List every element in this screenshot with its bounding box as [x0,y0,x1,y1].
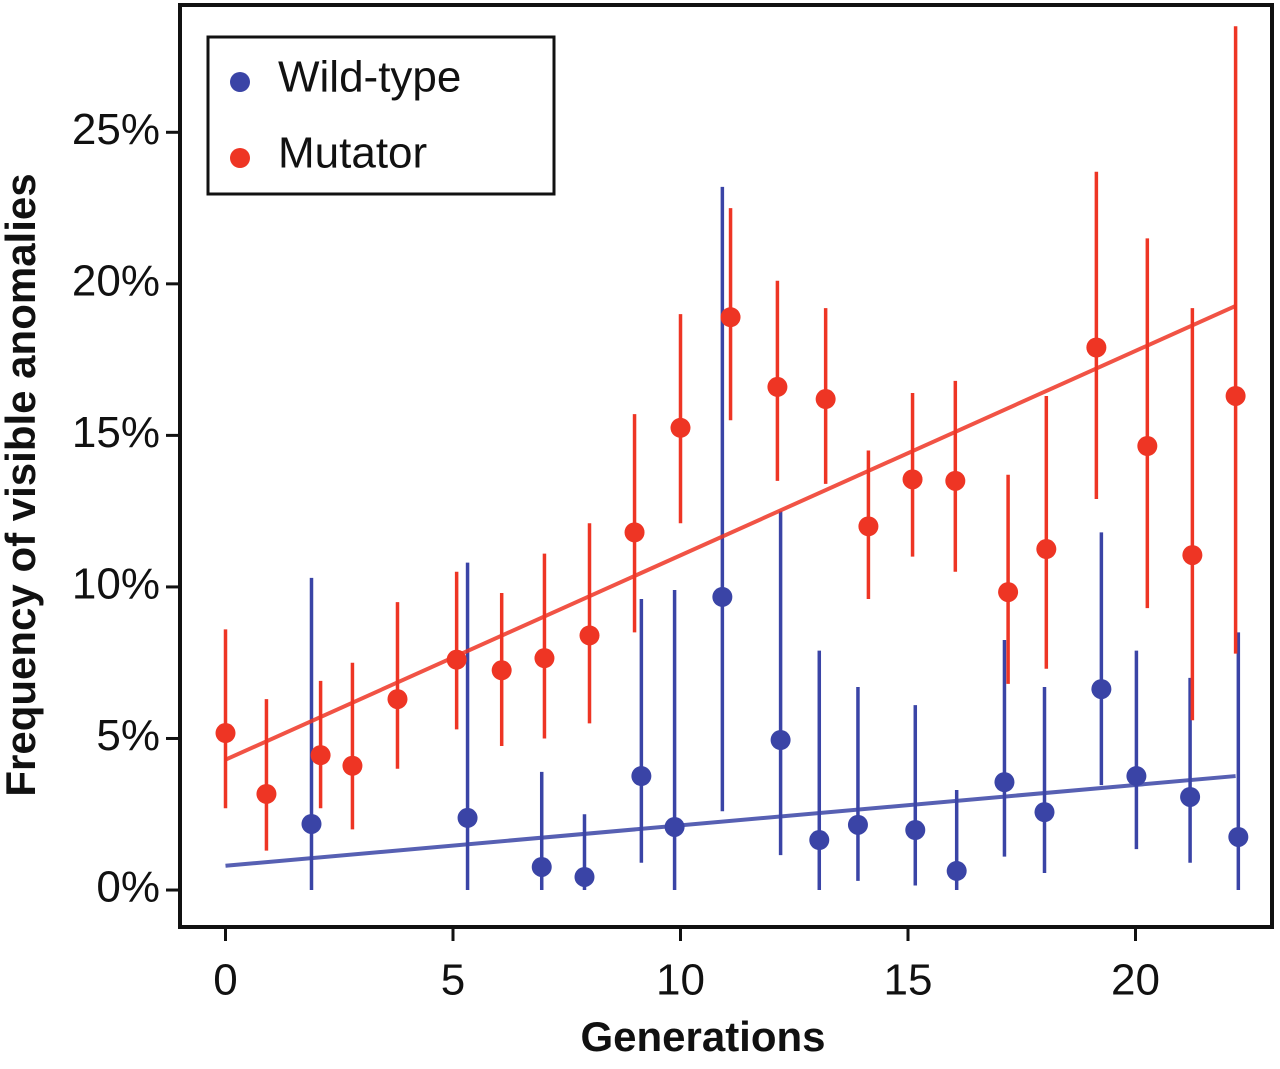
point [491,660,512,681]
trend-line [225,774,1236,868]
y-tick-label: 15% [72,408,160,457]
y-tick-label: 0% [96,863,160,912]
point [664,816,685,837]
point [256,783,277,804]
y-tick-label: 5% [96,711,160,760]
point [994,772,1015,793]
legend-box [206,35,556,196]
point [1034,802,1055,823]
point [534,648,555,669]
y-axis-title: Frequency of visible anomalies [0,173,44,796]
point [301,813,322,834]
point [342,755,363,776]
point [998,582,1019,603]
legend-label: Mutator [278,129,427,178]
x-tick-label: 0 [213,956,237,1005]
y-tick-label: 25% [72,105,160,154]
x-tick-label: 15 [884,956,933,1005]
point [1228,826,1249,847]
point [310,745,331,766]
x-tick-label: 5 [441,956,465,1005]
trend-line [224,304,1237,762]
point [1225,385,1246,406]
point [1036,539,1057,560]
point [624,522,645,543]
point [1091,679,1112,700]
point [720,307,741,328]
point [670,417,691,438]
point [809,830,830,851]
point [631,766,652,787]
point [905,820,926,841]
legend-marker [230,148,250,168]
point [1182,545,1203,566]
point [446,649,467,670]
point [767,376,788,397]
point [815,389,836,410]
point [1180,786,1201,807]
point [457,807,478,828]
point [770,729,791,750]
plot-frame [178,3,1274,929]
point [1086,337,1107,358]
x-axis-title: Generations [580,1013,825,1060]
legend-marker [230,72,250,92]
point [858,516,879,537]
x-tick-label: 10 [656,956,705,1005]
point [579,625,600,646]
point [574,866,595,887]
legend-label: Wild-type [278,53,461,102]
point [945,470,966,491]
y-tick-label: 10% [72,560,160,609]
y-tick-label: 20% [72,256,160,305]
point [847,814,868,835]
point [712,586,733,607]
x-tick-label: 20 [1111,956,1160,1005]
point [1126,766,1147,787]
point [215,723,236,744]
point [902,469,923,490]
point [531,856,552,877]
point [387,689,408,710]
point [946,860,967,881]
point [1137,435,1158,456]
